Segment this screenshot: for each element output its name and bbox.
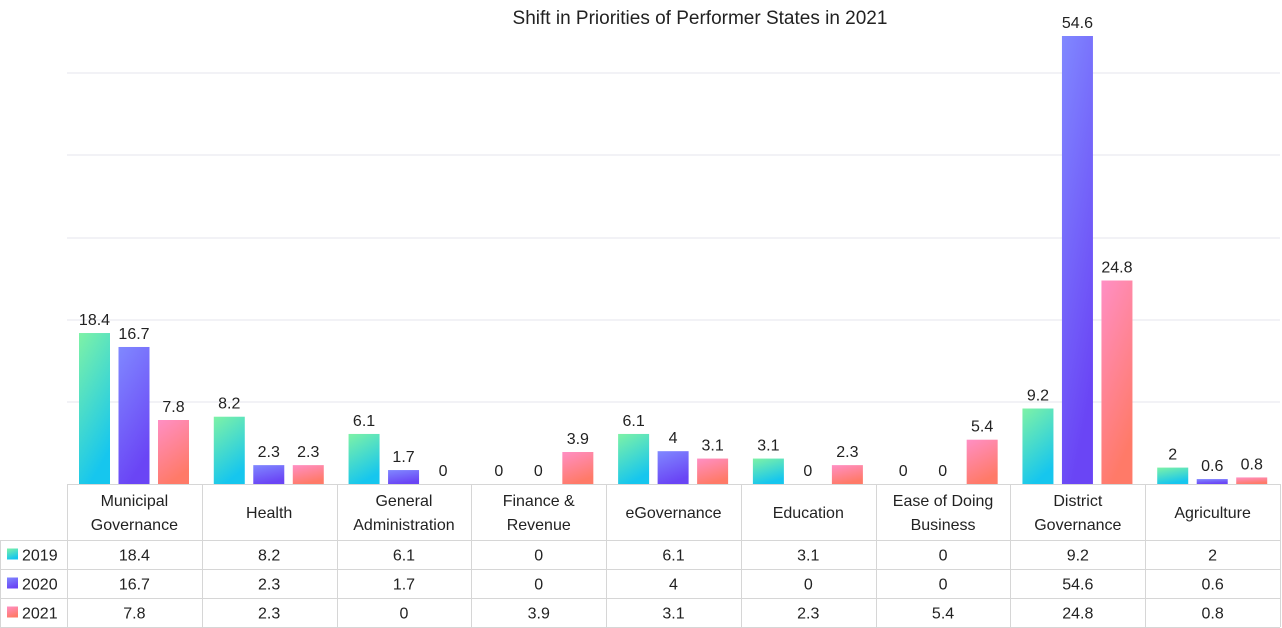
legend-key-2019	[7, 548, 18, 560]
table-cell: 7.8	[123, 606, 145, 623]
data-label: 0	[803, 463, 812, 480]
series-name: 2021	[22, 606, 58, 623]
data-label: 7.8	[162, 399, 184, 416]
category-label: General Administration	[353, 493, 454, 534]
table-cell: 18.4	[119, 548, 150, 565]
bar-2021	[697, 458, 729, 484]
bar-2020	[1196, 479, 1228, 484]
table-cell: 0	[804, 577, 813, 594]
bar-2019	[79, 333, 110, 484]
data-label: 2.3	[836, 444, 858, 461]
bar-2021	[1236, 477, 1268, 484]
bar-2019	[348, 433, 380, 484]
table-cell: 2.3	[797, 606, 819, 623]
bar-2021	[292, 465, 324, 484]
table-cell: 2.3	[258, 606, 280, 623]
data-label: 2.3	[258, 444, 280, 461]
category-label: Finance & Revenue	[503, 493, 575, 534]
category-label: Health	[246, 505, 292, 522]
category-label: Ease of Doing Business	[893, 493, 994, 534]
table-cell: 0.6	[1201, 577, 1223, 594]
table-cell: 0	[399, 606, 408, 623]
table-cell: 16.7	[119, 577, 150, 594]
bars: 18.4 16.7 7.8 8.2 2.3 2.3 6.1 1.7 0 0 0 3.9 6.1 4 3.1 3…	[79, 15, 1268, 484]
bar-2020	[657, 451, 689, 484]
bar-2021	[966, 439, 998, 484]
table-cell: 1.7	[393, 577, 415, 594]
table-cell: 54.6	[1062, 577, 1093, 594]
table-cell: 3.1	[662, 606, 684, 623]
category-label: Education	[773, 505, 844, 522]
data-table: Municipal Governance Health General Administ…	[0, 484, 1281, 628]
data-label: 24.8	[1101, 260, 1132, 277]
data-label: 1.7	[392, 449, 414, 466]
bar-2020	[118, 346, 150, 484]
table-cell: 0	[534, 548, 543, 565]
data-label: 0	[899, 463, 908, 480]
table-cell: 0	[939, 548, 948, 565]
data-label: 9.2	[1027, 388, 1049, 405]
table-cell: 5.4	[932, 606, 954, 623]
bar-2020	[1061, 36, 1093, 484]
table-cell: 24.8	[1062, 606, 1093, 623]
bar-2021	[562, 452, 594, 484]
bar-2020	[388, 470, 420, 484]
category-label: District Governance	[1034, 493, 1121, 534]
table-cell: 6.1	[662, 548, 684, 565]
category-label: Municipal Governance	[91, 493, 178, 534]
bar-2021	[1101, 280, 1133, 484]
data-label: 18.4	[79, 312, 110, 329]
bar-2019	[618, 433, 650, 484]
data-label: 0	[494, 463, 503, 480]
data-label: 0.8	[1241, 456, 1263, 473]
table-cell: 4	[669, 577, 678, 594]
table-cell: 2.3	[258, 577, 280, 594]
category-label: eGovernance	[625, 505, 721, 522]
legend-key-2021	[7, 606, 18, 618]
data-label: 2.3	[297, 444, 319, 461]
table-cell: 0	[534, 577, 543, 594]
table-cell: 0	[939, 577, 948, 594]
data-label: 8.2	[218, 396, 240, 413]
gridlines	[67, 72, 1280, 403]
table-cell: 6.1	[393, 548, 415, 565]
bar-2021	[158, 420, 189, 484]
legend-key-2020	[7, 577, 18, 589]
bar-2021	[831, 465, 863, 484]
data-label: 54.6	[1062, 15, 1093, 32]
table-cell: 9.2	[1067, 548, 1089, 565]
bar-2019	[752, 458, 784, 484]
data-label: 3.1	[701, 438, 723, 455]
bar-2019	[1022, 408, 1054, 484]
table-cell: 2	[1208, 548, 1217, 565]
data-label: 4	[669, 430, 678, 447]
chart-title: Shift in Priorities of Performer States …	[513, 8, 888, 29]
table-cell: 3.1	[797, 548, 819, 565]
data-label: 0.6	[1201, 458, 1223, 475]
table-cell: 0.8	[1201, 606, 1223, 623]
data-label: 3.1	[757, 438, 779, 455]
series-name: 2020	[22, 577, 58, 594]
data-label: 6.1	[353, 413, 375, 430]
data-label: 6.1	[622, 413, 644, 430]
series-name: 2019	[22, 548, 58, 565]
bar-2020	[253, 465, 285, 484]
data-label: 16.7	[118, 326, 149, 343]
bar-2019	[1157, 467, 1189, 484]
data-label: 3.9	[567, 431, 589, 448]
data-label: 2	[1168, 447, 1177, 464]
table-cell: 3.9	[528, 606, 550, 623]
table-cell: 8.2	[258, 548, 280, 565]
data-label: 0	[534, 463, 543, 480]
data-label: 0	[439, 463, 448, 480]
bar-2019	[213, 416, 245, 484]
data-label: 0	[938, 463, 947, 480]
data-label: 5.4	[971, 419, 993, 436]
category-label: Agriculture	[1174, 505, 1251, 522]
